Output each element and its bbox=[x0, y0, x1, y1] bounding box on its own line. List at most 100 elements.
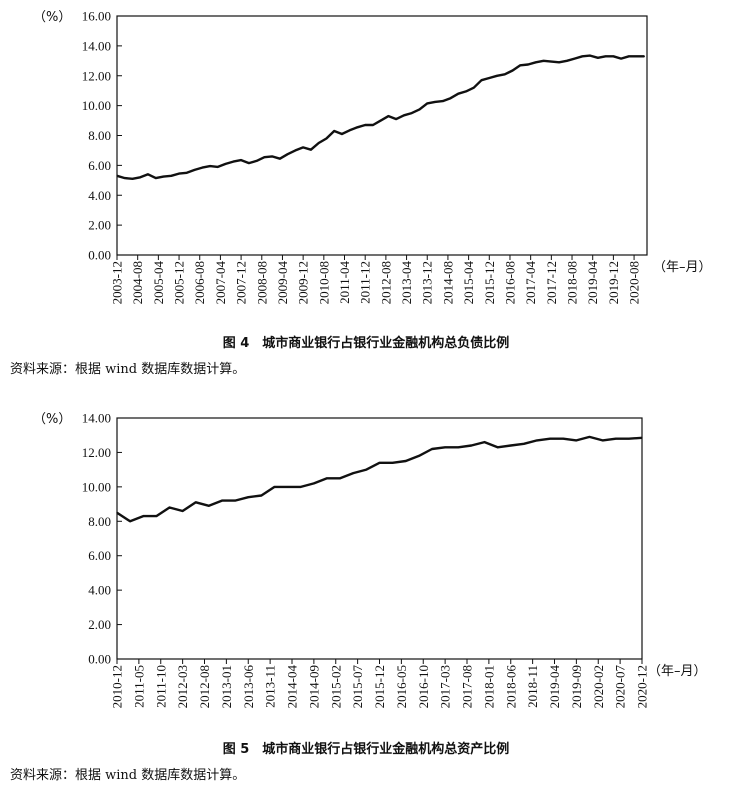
data-point bbox=[263, 156, 265, 158]
x-tick-label: 2019-04 bbox=[547, 665, 562, 709]
data-point bbox=[519, 64, 521, 66]
data-point bbox=[612, 55, 614, 57]
x-tick-label: 2015-02 bbox=[328, 665, 343, 708]
y-tick-label: 16.00 bbox=[82, 9, 111, 24]
data-point bbox=[178, 172, 180, 175]
data-point bbox=[431, 448, 433, 450]
y-tick-label: 4.00 bbox=[88, 583, 111, 598]
data-point bbox=[372, 124, 374, 126]
data-point bbox=[558, 61, 560, 63]
figure-4-caption: 图 4 城市商业银行占银行业金融机构总负债比例 bbox=[222, 336, 510, 351]
data-point bbox=[589, 54, 591, 57]
data-point bbox=[523, 443, 525, 445]
data-point bbox=[294, 149, 296, 152]
data-point bbox=[279, 158, 281, 160]
x-tick-label: 2005-04 bbox=[151, 261, 166, 305]
figure-4-source: 资料来源：根据 wind 数据库数据计算。 bbox=[10, 362, 246, 377]
liability-share-chart: 0.00 2.00 4.00 6.00 8.00 10.00 12.00 14.00 16.00… bbox=[33, 9, 712, 305]
data-point bbox=[116, 512, 118, 514]
data-point bbox=[300, 486, 302, 488]
x-tick-label: 2013-12 bbox=[420, 261, 435, 304]
data-point bbox=[535, 61, 537, 63]
data-point bbox=[457, 446, 459, 448]
data-point bbox=[473, 87, 475, 89]
x-tick-label: 2017-08 bbox=[460, 665, 475, 708]
x-tick-label: 2012-03 bbox=[175, 665, 190, 708]
data-point bbox=[142, 515, 144, 517]
data-point bbox=[504, 73, 506, 75]
x-tick-label: 2003-12 bbox=[110, 261, 125, 304]
data-point bbox=[217, 166, 219, 168]
x-tick-label: 2017-04 bbox=[523, 261, 538, 305]
data-point bbox=[325, 137, 328, 140]
x-tick-label: 2015-12 bbox=[372, 665, 387, 708]
x-tick-label: 2005-12 bbox=[172, 261, 187, 304]
x-tick-label: 2016-05 bbox=[394, 665, 409, 708]
data-point bbox=[147, 173, 149, 175]
data-point bbox=[364, 124, 366, 126]
data-point bbox=[418, 455, 420, 457]
x-tick-label: 2018-11 bbox=[525, 665, 540, 708]
y-tick-label: 0.00 bbox=[88, 652, 111, 667]
y-tick-label: 0.00 bbox=[88, 248, 111, 263]
x-tick-label: 2009-04 bbox=[275, 261, 290, 305]
plot-frame bbox=[116, 15, 648, 256]
x-tick-label: 2015-12 bbox=[482, 261, 497, 304]
data-point bbox=[273, 486, 276, 488]
data-point bbox=[480, 79, 483, 81]
data-point bbox=[341, 133, 343, 135]
data-point bbox=[256, 160, 258, 162]
y-tick-label: 6.00 bbox=[88, 548, 111, 563]
x-tick-label: 2007-12 bbox=[234, 261, 249, 304]
data-point bbox=[488, 77, 490, 79]
data-point bbox=[387, 115, 390, 117]
y-tick-label: 14.00 bbox=[82, 38, 111, 53]
x-tick-label: 2015-04 bbox=[461, 261, 476, 305]
data-point bbox=[643, 55, 646, 57]
data-point bbox=[326, 477, 328, 479]
y-tick-label: 8.00 bbox=[88, 514, 111, 529]
x-tick-label: 2014-04 bbox=[285, 665, 300, 709]
x-tick-label: 2017-12 bbox=[544, 261, 559, 304]
x-tick-label: 2020-02 bbox=[591, 665, 606, 708]
data-point bbox=[566, 60, 568, 62]
x-tick-label: 2020-08 bbox=[627, 261, 642, 304]
data-point bbox=[380, 119, 382, 122]
data-point bbox=[483, 441, 486, 443]
data-point bbox=[247, 496, 249, 498]
data-point bbox=[636, 55, 638, 57]
data-point bbox=[287, 486, 289, 488]
x-tick-label: 2008-08 bbox=[254, 261, 269, 304]
data-point bbox=[449, 97, 452, 99]
data-point bbox=[465, 90, 467, 93]
data-point bbox=[139, 176, 141, 178]
data-point bbox=[170, 175, 172, 177]
data-point bbox=[155, 515, 157, 517]
data-point bbox=[349, 129, 351, 131]
data-point bbox=[470, 444, 472, 447]
data-point bbox=[550, 60, 552, 63]
y-tick-label: 10.00 bbox=[82, 479, 111, 494]
data-point bbox=[434, 101, 436, 103]
data-point bbox=[356, 126, 359, 128]
data-point bbox=[628, 55, 630, 57]
data-point bbox=[116, 175, 118, 177]
data-point bbox=[168, 506, 171, 509]
data-point bbox=[287, 153, 289, 155]
y-tick-label: 2.00 bbox=[88, 218, 111, 233]
figure-5-source: 资料来源：根据 wind 数据库数据计算。 bbox=[10, 768, 246, 783]
data-point bbox=[549, 438, 551, 440]
data-point bbox=[403, 114, 405, 116]
data-point bbox=[248, 162, 250, 164]
data-point bbox=[510, 444, 512, 447]
x-tick-label: 2010-08 bbox=[316, 261, 331, 304]
data-point bbox=[155, 177, 157, 179]
x-tick-label: 2017-03 bbox=[438, 665, 453, 708]
data-point bbox=[405, 460, 407, 462]
x-tick-label: 2019-04 bbox=[585, 261, 600, 305]
y-axis-unit: （%） bbox=[33, 10, 71, 25]
data-point bbox=[313, 482, 315, 485]
x-tick-label: 2011-05 bbox=[131, 665, 146, 708]
plot-frame bbox=[116, 417, 643, 660]
data-point bbox=[365, 469, 367, 471]
